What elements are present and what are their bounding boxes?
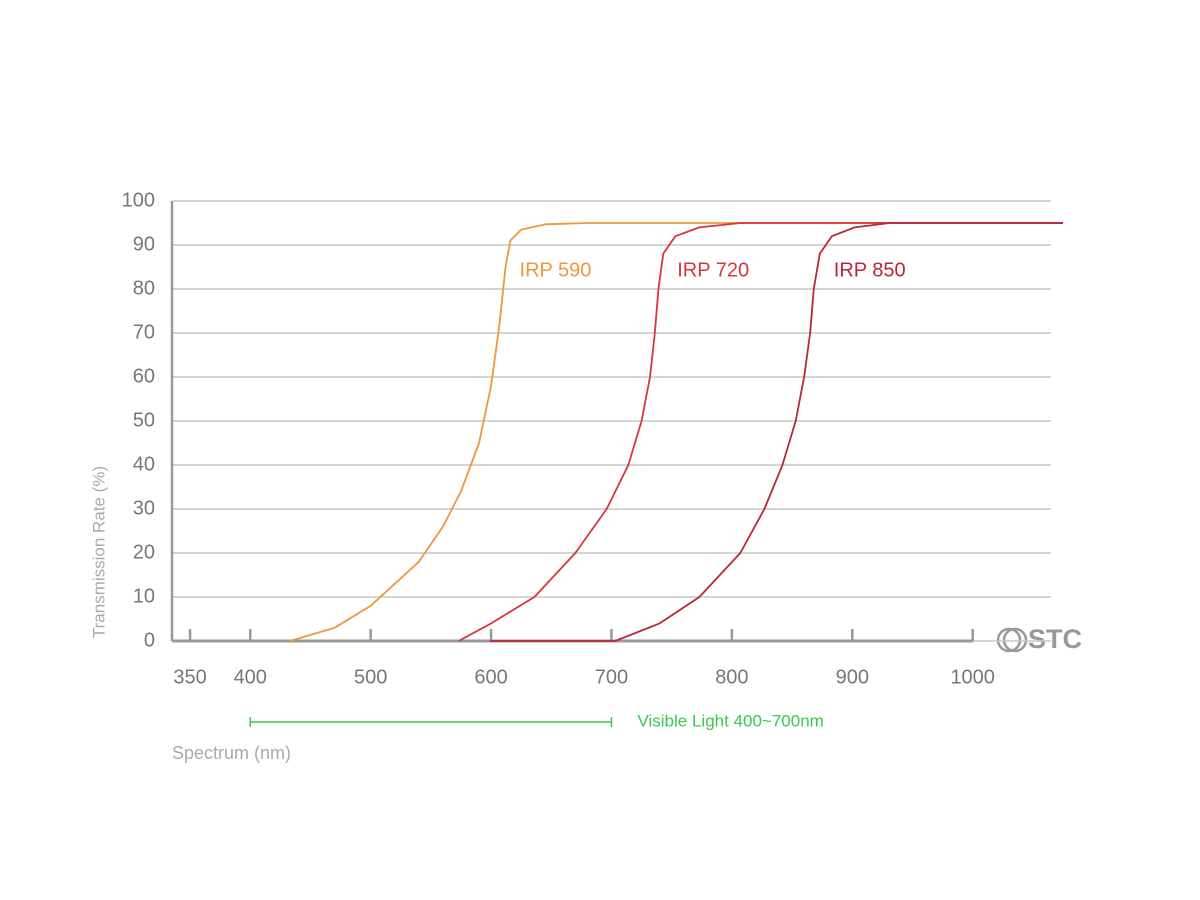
y-tick-label: 60 [133, 365, 155, 387]
y-tick-label: 20 [133, 541, 155, 563]
logo-icon [1002, 627, 1028, 653]
x-tick-label: 1000 [950, 666, 995, 688]
y-tick-label: 0 [144, 629, 155, 651]
x-tick-label: 400 [234, 666, 267, 688]
series-label: IRP 590 [520, 260, 592, 282]
x-tick-label: 350 [173, 666, 206, 688]
y-tick-label: 50 [133, 409, 155, 431]
series-label: IRP 720 [677, 260, 749, 282]
annotation-text: Visible Light 400~700nm [637, 711, 823, 730]
x-tick-label: 800 [715, 666, 748, 688]
line [489, 222, 1063, 642]
x-tick-label: 900 [836, 666, 869, 688]
y-tick-label: 40 [133, 453, 155, 475]
series-label: IRP 850 [834, 260, 906, 282]
x-axis-label: Spectrum (nm) [172, 743, 291, 763]
y-axis-label: Transmission Rate (%) [89, 466, 108, 638]
x-tick-label: 500 [354, 666, 387, 688]
logo: STC [996, 624, 1082, 654]
line [458, 222, 1063, 642]
line [289, 222, 1063, 642]
y-tick-label: 10 [133, 585, 155, 607]
x-tick-label: 700 [595, 666, 628, 688]
y-tick-label: 30 [133, 497, 155, 519]
logo-icon [996, 627, 1022, 653]
y-tick-label: 80 [133, 277, 155, 299]
y-tick-label: 100 [122, 189, 155, 211]
x-tick-label: 600 [474, 666, 507, 688]
y-tick-label: 90 [133, 233, 155, 255]
y-tick-label: 70 [133, 321, 155, 343]
logo-text: STC [1028, 624, 1082, 654]
